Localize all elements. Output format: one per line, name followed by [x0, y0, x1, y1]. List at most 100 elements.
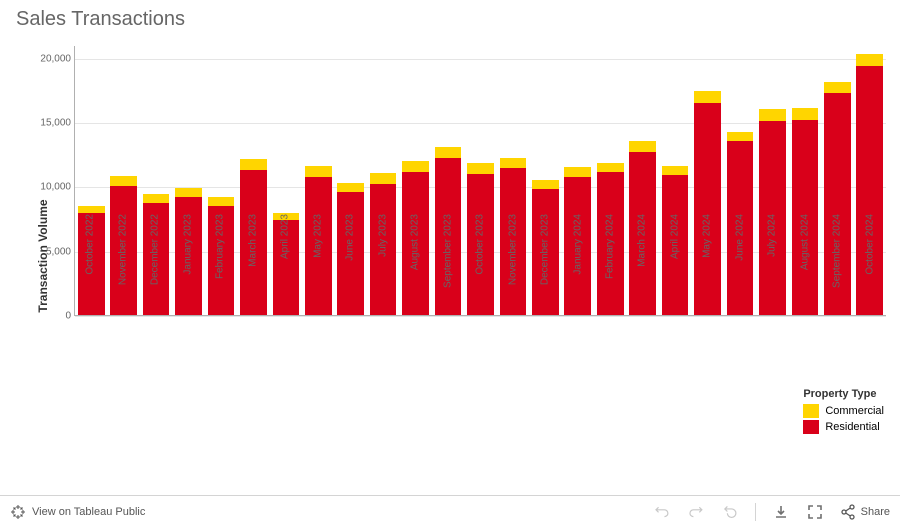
- x-label-slot: October 2023: [464, 318, 496, 438]
- bar-segment-commercial[interactable]: [759, 109, 786, 121]
- bar-segment-commercial[interactable]: [532, 180, 559, 189]
- chart-title: Sales Transactions: [0, 0, 900, 43]
- bar-segment-commercial[interactable]: [175, 188, 202, 197]
- x-tick-label: June 2023: [345, 214, 356, 324]
- x-tick-label: December 2022: [150, 214, 161, 324]
- x-label-slot: June 2023: [334, 318, 366, 438]
- x-label-slot: December 2023: [529, 318, 561, 438]
- view-on-tableau-label: View on Tableau Public: [32, 506, 145, 518]
- bar-segment-commercial[interactable]: [694, 91, 721, 103]
- bar-segment-commercial[interactable]: [564, 167, 591, 177]
- redo-button[interactable]: [687, 503, 705, 521]
- y-tick-label: 15,000: [40, 118, 71, 129]
- x-label-slot: October 2022: [74, 318, 106, 438]
- x-label-slot: June 2024: [724, 318, 756, 438]
- x-label-slot: March 2024: [626, 318, 658, 438]
- x-label-slot: January 2023: [171, 318, 203, 438]
- x-tick-label: August 2023: [410, 214, 421, 324]
- x-tick-label: September 2024: [832, 214, 843, 324]
- bar-segment-commercial[interactable]: [78, 206, 105, 213]
- x-tick-label: December 2023: [540, 214, 551, 324]
- x-label-slot: January 2024: [561, 318, 593, 438]
- legend-title: Property Type: [803, 388, 884, 400]
- share-button[interactable]: Share: [840, 504, 890, 520]
- bar-segment-commercial[interactable]: [305, 166, 332, 178]
- x-label-slot: November 2022: [106, 318, 138, 438]
- footer-toolbar: View on Tableau Public Share: [0, 495, 900, 527]
- bar-segment-commercial[interactable]: [629, 141, 656, 151]
- bar-segment-commercial[interactable]: [856, 54, 883, 66]
- x-tick-label: May 2024: [702, 214, 713, 324]
- x-label-slot: February 2024: [594, 318, 626, 438]
- x-label-slot: December 2022: [139, 318, 171, 438]
- x-tick-label: July 2023: [377, 214, 388, 324]
- x-tick-label: June 2024: [734, 214, 745, 324]
- bar-segment-commercial[interactable]: [208, 197, 235, 205]
- x-tick-label: October 2023: [475, 214, 486, 324]
- x-tick-label: February 2023: [215, 214, 226, 324]
- legend-item[interactable]: Residential: [803, 420, 884, 434]
- x-tick-label: July 2024: [767, 214, 778, 324]
- legend-swatch: [803, 420, 819, 434]
- x-label-slot: September 2023: [431, 318, 463, 438]
- x-tick-label: September 2023: [442, 214, 453, 324]
- bar-segment-commercial[interactable]: [727, 132, 754, 141]
- bar-segment-commercial[interactable]: [662, 166, 689, 175]
- bar-segment-commercial[interactable]: [143, 194, 170, 203]
- x-tick-label: March 2024: [637, 214, 648, 324]
- download-button[interactable]: [772, 503, 790, 521]
- chart-area: Transaction Volume 05,00010,00015,00020,…: [28, 46, 886, 389]
- bar-segment-commercial[interactable]: [500, 158, 527, 168]
- view-on-tableau-link[interactable]: View on Tableau Public: [0, 504, 145, 520]
- x-tick-label: January 2024: [572, 214, 583, 324]
- legend-label: Commercial: [825, 405, 884, 417]
- bar-segment-commercial[interactable]: [467, 163, 494, 174]
- x-label-slot: April 2024: [659, 318, 691, 438]
- x-label-slot: July 2024: [756, 318, 788, 438]
- x-tick-label: November 2023: [507, 214, 518, 324]
- share-label: Share: [861, 506, 890, 518]
- bar-segment-commercial[interactable]: [110, 176, 137, 186]
- y-tick-label: 5,000: [46, 246, 71, 257]
- x-tick-label: April 2024: [669, 214, 680, 324]
- bar-segment-commercial[interactable]: [370, 173, 397, 184]
- legend: Property Type Commercial Residential: [803, 388, 884, 436]
- x-tick-label: October 2024: [864, 214, 875, 324]
- x-tick-label: May 2023: [312, 214, 323, 324]
- bar-segment-commercial[interactable]: [824, 82, 851, 92]
- footer-divider: [755, 503, 756, 521]
- x-label-slot: November 2023: [496, 318, 528, 438]
- x-tick-label: August 2024: [799, 214, 810, 324]
- x-label-slot: July 2023: [366, 318, 398, 438]
- bar-segment-commercial[interactable]: [597, 163, 624, 172]
- x-tick-label: April 2023: [280, 214, 291, 324]
- legend-item[interactable]: Commercial: [803, 404, 884, 418]
- x-axis-labels: October 2022November 2022December 2022Ja…: [74, 318, 886, 438]
- fullscreen-button[interactable]: [806, 503, 824, 521]
- bar-segment-commercial[interactable]: [402, 161, 429, 172]
- x-label-slot: March 2023: [236, 318, 268, 438]
- tableau-icon: [10, 504, 26, 520]
- y-tick-label: 20,000: [40, 53, 71, 64]
- y-tick-label: 0: [65, 311, 71, 322]
- undo-button[interactable]: [653, 503, 671, 521]
- x-tick-label: January 2023: [182, 214, 193, 324]
- x-label-slot: February 2023: [204, 318, 236, 438]
- legend-swatch: [803, 404, 819, 418]
- x-tick-label: February 2024: [604, 214, 615, 324]
- x-tick-label: November 2022: [117, 214, 128, 324]
- x-tick-label: March 2023: [247, 214, 258, 324]
- x-tick-label: October 2022: [85, 214, 96, 324]
- replay-button[interactable]: [721, 503, 739, 521]
- bar-segment-commercial[interactable]: [240, 159, 267, 169]
- bar-segment-commercial[interactable]: [792, 108, 819, 120]
- y-tick-label: 10,000: [40, 182, 71, 193]
- x-label-slot: May 2023: [301, 318, 333, 438]
- bar-segment-commercial[interactable]: [435, 147, 462, 159]
- bar-segment-commercial[interactable]: [337, 183, 364, 192]
- x-label-slot: April 2023: [269, 318, 301, 438]
- share-icon: [840, 504, 856, 520]
- x-label-slot: May 2024: [691, 318, 723, 438]
- legend-label: Residential: [825, 421, 879, 433]
- x-label-slot: August 2023: [399, 318, 431, 438]
